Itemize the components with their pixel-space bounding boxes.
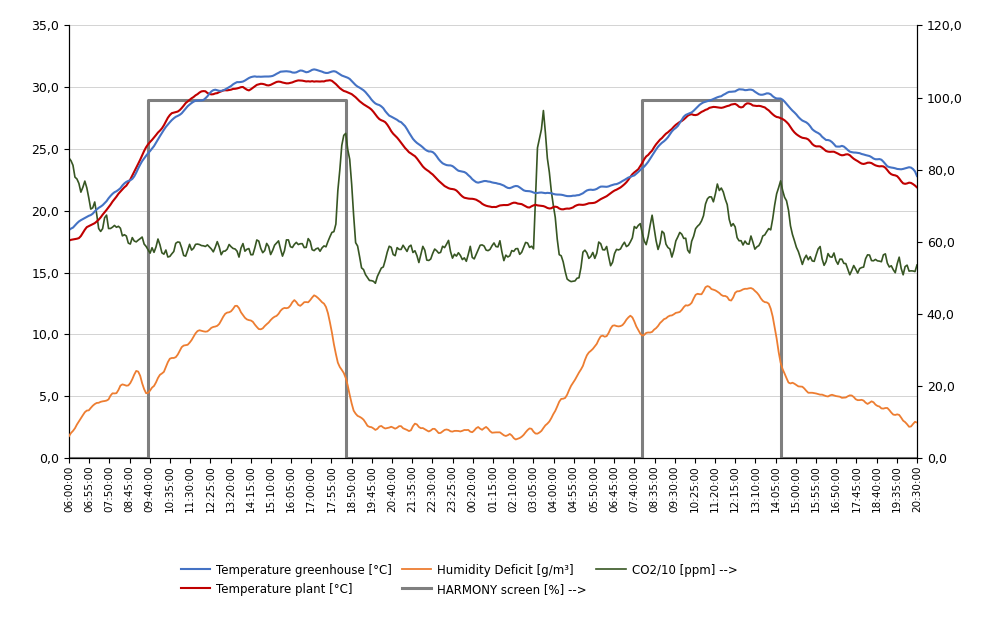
Line: HARMONY screen [%] -->: HARMONY screen [%] --> <box>69 100 917 458</box>
Temperature plant [°C] <box>203 90 215 98</box>
Temperature greenhouse [°C] <box>342 74 354 81</box>
Humidity Deficit [g/m³] <box>203 326 215 334</box>
HARMONY screen [%] --> <box>205 96 217 104</box>
Humidity Deficit [g/m³] <box>702 282 714 290</box>
Line: Temperature greenhouse [°C]: Temperature greenhouse [°C] <box>69 69 917 230</box>
Temperature plant [°C] <box>281 80 293 87</box>
Temperature plant [°C] <box>221 86 233 94</box>
Temperature greenhouse [°C] <box>63 226 75 234</box>
HARMONY screen [%] --> <box>342 454 354 462</box>
CO2/10 [ppm] --> <box>281 236 293 244</box>
Temperature plant [°C] <box>736 104 747 111</box>
Line: Humidity Deficit [g/m³]: Humidity Deficit [g/m³] <box>69 286 917 439</box>
Legend: Temperature greenhouse [°C], Temperature plant [°C], Humidity Deficit [g/m³], HA: Temperature greenhouse [°C], Temperature… <box>176 559 742 600</box>
Humidity Deficit [g/m³] <box>510 436 522 443</box>
CO2/10 [ppm] --> <box>370 279 382 287</box>
CO2/10 [ppm] --> <box>537 107 549 114</box>
HARMONY screen [%] --> <box>223 96 235 104</box>
Temperature greenhouse [°C] <box>95 203 106 211</box>
HARMONY screen [%] --> <box>911 454 923 462</box>
CO2/10 [ppm] --> <box>63 154 75 162</box>
CO2/10 [ppm] --> <box>221 245 233 253</box>
Temperature greenhouse [°C] <box>309 66 320 73</box>
CO2/10 [ppm] --> <box>95 228 106 235</box>
Temperature plant [°C] <box>324 76 336 84</box>
Temperature greenhouse [°C] <box>736 86 747 93</box>
Temperature greenhouse [°C] <box>221 85 233 92</box>
HARMONY screen [%] --> <box>283 96 295 104</box>
Line: Temperature plant [°C]: Temperature plant [°C] <box>69 80 917 240</box>
Temperature greenhouse [°C] <box>281 67 293 75</box>
Humidity Deficit [g/m³] <box>95 398 106 406</box>
HARMONY screen [%] --> <box>63 454 75 462</box>
Humidity Deficit [g/m³] <box>281 305 293 312</box>
Humidity Deficit [g/m³] <box>911 418 923 426</box>
Humidity Deficit [g/m³] <box>340 374 352 382</box>
Temperature plant [°C] <box>342 88 354 96</box>
CO2/10 [ppm] --> <box>911 261 923 269</box>
Temperature plant [°C] <box>63 237 75 244</box>
Humidity Deficit [g/m³] <box>221 308 233 316</box>
CO2/10 [ppm] --> <box>203 243 215 251</box>
Temperature greenhouse [°C] <box>911 172 923 180</box>
Line: CO2/10 [ppm] -->: CO2/10 [ppm] --> <box>69 111 917 283</box>
CO2/10 [ppm] --> <box>738 241 749 249</box>
CO2/10 [ppm] --> <box>340 130 352 137</box>
Temperature greenhouse [°C] <box>203 90 215 97</box>
Temperature plant [°C] <box>95 214 106 221</box>
Humidity Deficit [g/m³] <box>738 286 749 293</box>
Temperature plant [°C] <box>911 184 923 191</box>
HARMONY screen [%] --> <box>95 454 106 462</box>
HARMONY screen [%] --> <box>142 96 154 104</box>
HARMONY screen [%] --> <box>736 96 747 104</box>
Humidity Deficit [g/m³] <box>63 432 75 440</box>
